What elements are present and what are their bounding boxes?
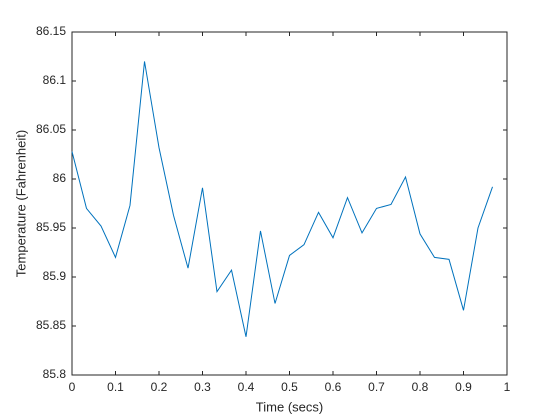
x-tick-label: 0.2	[151, 380, 168, 394]
y-tick-label: 86.05	[36, 122, 66, 136]
y-tick-label: 86.15	[36, 24, 66, 38]
x-tick-label: 0	[69, 380, 76, 394]
x-tick-label: 1	[504, 380, 511, 394]
x-tick-label: 0.9	[455, 380, 472, 394]
axes-box	[71, 31, 508, 376]
y-tick-label: 85.95	[36, 220, 66, 234]
x-tick-label: 0.8	[412, 380, 429, 394]
y-axis-label: Temperature (Fahrenheit)	[13, 130, 28, 277]
x-tick-label: 0.3	[194, 380, 211, 394]
y-tick-label: 85.8	[43, 367, 67, 381]
x-axis-label: Time (secs)	[256, 399, 323, 414]
y-tick-label: 85.9	[43, 269, 67, 283]
x-tick-label: 0.4	[238, 380, 255, 394]
y-tick-label: 86	[53, 171, 67, 185]
x-tick-label: 0.5	[281, 380, 298, 394]
x-tick-label: 0.7	[368, 380, 385, 394]
x-tick-label: 0.6	[325, 380, 342, 394]
data-line	[71, 61, 493, 337]
y-tick-label: 86.1	[43, 73, 67, 87]
y-tick-label: 85.85	[36, 318, 66, 332]
x-tick-label: 0.1	[107, 380, 124, 394]
